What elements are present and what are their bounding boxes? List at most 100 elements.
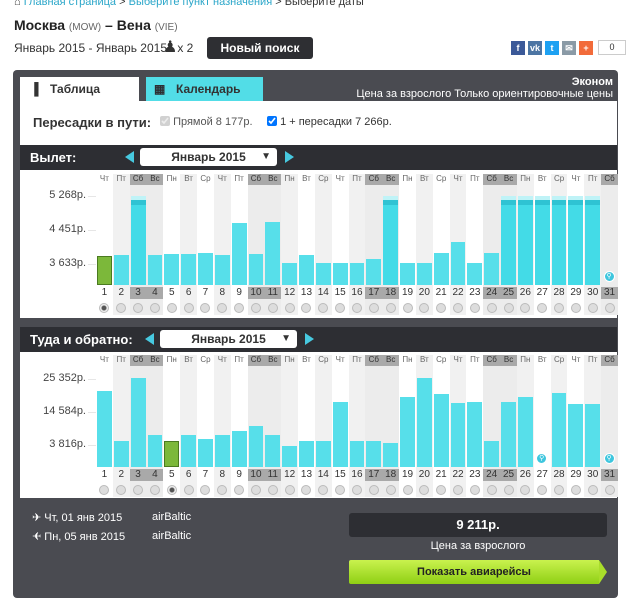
day-column[interactable]: Чт 8 bbox=[213, 355, 231, 497]
price-bar[interactable] bbox=[501, 196, 516, 285]
price-bar[interactable] bbox=[332, 262, 348, 285]
day-column[interactable]: Пт 9 bbox=[230, 355, 248, 497]
day-column[interactable]: Пн 19 bbox=[399, 174, 416, 315]
day-column[interactable]: Чт 22 bbox=[449, 355, 467, 497]
price-bar[interactable] bbox=[265, 222, 281, 285]
day-column[interactable]: Ср 28 bbox=[550, 355, 568, 497]
day-column[interactable]: Пт 30 bbox=[584, 355, 602, 497]
price-bar[interactable] bbox=[400, 396, 415, 467]
day-column[interactable]: Пт 2 bbox=[112, 174, 130, 315]
day-column[interactable]: Пт 23 bbox=[466, 174, 484, 315]
facebook-icon[interactable]: f bbox=[511, 41, 525, 55]
day-column[interactable]: Вт 20 bbox=[415, 355, 433, 497]
day-column[interactable]: Пт 9 bbox=[230, 174, 248, 315]
day-radio[interactable] bbox=[368, 485, 379, 495]
day-radio[interactable] bbox=[351, 303, 362, 313]
price-bar[interactable] bbox=[450, 242, 466, 285]
day-radio[interactable] bbox=[99, 485, 110, 495]
price-bar[interactable] bbox=[198, 252, 213, 285]
price-bar[interactable] bbox=[416, 262, 432, 285]
day-radio[interactable] bbox=[587, 303, 598, 313]
day-radio[interactable] bbox=[267, 303, 278, 313]
day-radio[interactable] bbox=[133, 485, 144, 495]
tab-table[interactable]: ▐ Таблица bbox=[20, 77, 139, 101]
day-column[interactable]: Вс 11 bbox=[264, 355, 282, 497]
next-month-arrow-icon[interactable] bbox=[305, 333, 314, 345]
day-radio[interactable] bbox=[604, 303, 615, 313]
day-radio[interactable] bbox=[402, 303, 413, 313]
day-column[interactable]: Сб 10 bbox=[247, 355, 265, 497]
price-bar[interactable] bbox=[130, 377, 146, 467]
day-radio[interactable] bbox=[217, 485, 228, 495]
price-bar[interactable] bbox=[534, 196, 550, 285]
price-bar[interactable] bbox=[349, 262, 365, 285]
day-column[interactable]: Ср 21 bbox=[432, 174, 450, 315]
day-column[interactable]: Вс 18 bbox=[382, 174, 400, 315]
day-column[interactable]: Пн 5 bbox=[163, 355, 181, 497]
price-bar[interactable] bbox=[416, 377, 432, 467]
day-radio[interactable] bbox=[503, 485, 514, 495]
day-column[interactable]: Сб 17 bbox=[365, 355, 383, 497]
price-bar[interactable] bbox=[198, 438, 213, 467]
price-bar[interactable] bbox=[315, 441, 331, 467]
price-bar[interactable] bbox=[484, 252, 500, 285]
day-radio[interactable] bbox=[520, 303, 531, 313]
price-bar[interactable] bbox=[568, 403, 584, 467]
day-column[interactable]: Чт 15 bbox=[331, 174, 349, 315]
day-column[interactable]: Чт 1 bbox=[96, 174, 113, 315]
day-radio[interactable] bbox=[149, 485, 160, 495]
price-bar[interactable] bbox=[265, 434, 281, 467]
day-column[interactable]: Пн 26 bbox=[516, 355, 534, 497]
day-radio[interactable] bbox=[335, 303, 346, 313]
day-column[interactable]: Чт 15 bbox=[331, 355, 349, 497]
day-radio[interactable] bbox=[166, 303, 177, 313]
day-radio[interactable] bbox=[469, 485, 480, 495]
day-radio[interactable] bbox=[149, 303, 160, 313]
day-radio[interactable] bbox=[520, 485, 531, 495]
price-bar[interactable] bbox=[147, 434, 163, 467]
day-radio[interactable] bbox=[183, 303, 194, 313]
breadcrumb-home[interactable]: Главная страница bbox=[23, 0, 117, 8]
day-column[interactable]: Пн 5 bbox=[163, 174, 181, 315]
new-search-button[interactable]: Новый поиск bbox=[207, 37, 313, 59]
price-bar[interactable] bbox=[366, 259, 382, 285]
price-bar[interactable] bbox=[450, 403, 466, 467]
day-radio[interactable] bbox=[469, 303, 480, 313]
day-radio[interactable] bbox=[486, 485, 497, 495]
day-column[interactable]: Вт 27 bbox=[533, 174, 551, 315]
price-bar[interactable] bbox=[383, 196, 399, 285]
outbound-month-select[interactable]: Январь 2015 ▼ bbox=[140, 148, 277, 166]
day-radio[interactable] bbox=[537, 303, 548, 313]
transfers-checkbox[interactable] bbox=[267, 116, 277, 126]
day-radio[interactable] bbox=[217, 303, 228, 313]
day-radio[interactable] bbox=[183, 485, 194, 495]
day-radio[interactable] bbox=[453, 303, 464, 313]
price-bar[interactable] bbox=[585, 196, 601, 285]
day-column[interactable]: Вс 4 bbox=[146, 355, 164, 497]
price-bar[interactable] bbox=[214, 254, 230, 285]
day-column[interactable]: Чт 1 bbox=[96, 355, 113, 497]
day-column[interactable]: Сб 24 bbox=[483, 174, 501, 315]
day-column[interactable]: Пн 12 bbox=[281, 355, 299, 497]
price-bar[interactable] bbox=[282, 445, 298, 467]
tab-calendar[interactable]: ▦ Календарь bbox=[146, 77, 263, 101]
price-bar[interactable] bbox=[400, 262, 415, 285]
price-bar[interactable] bbox=[585, 403, 601, 467]
price-bar[interactable] bbox=[231, 222, 247, 285]
day-radio[interactable] bbox=[503, 303, 514, 313]
day-radio[interactable] bbox=[301, 485, 312, 495]
day-radio[interactable] bbox=[99, 303, 110, 313]
day-radio[interactable] bbox=[554, 303, 565, 313]
day-column[interactable]: Вт 6 bbox=[180, 174, 198, 315]
direct-filter[interactable]: Прямой 8 177р. bbox=[160, 116, 253, 128]
plus-icon[interactable]: + bbox=[579, 41, 593, 55]
next-month-arrow-icon[interactable] bbox=[285, 151, 294, 163]
day-radio[interactable] bbox=[200, 485, 211, 495]
twitter-icon[interactable]: t bbox=[545, 41, 559, 55]
price-bar[interactable] bbox=[568, 196, 584, 285]
price-bar[interactable] bbox=[147, 254, 163, 285]
price-bar[interactable] bbox=[501, 402, 516, 467]
search-icon[interactable]: ⚲ bbox=[603, 271, 615, 282]
day-column[interactable]: Пт 2 bbox=[112, 355, 130, 497]
day-radio[interactable] bbox=[570, 485, 581, 495]
